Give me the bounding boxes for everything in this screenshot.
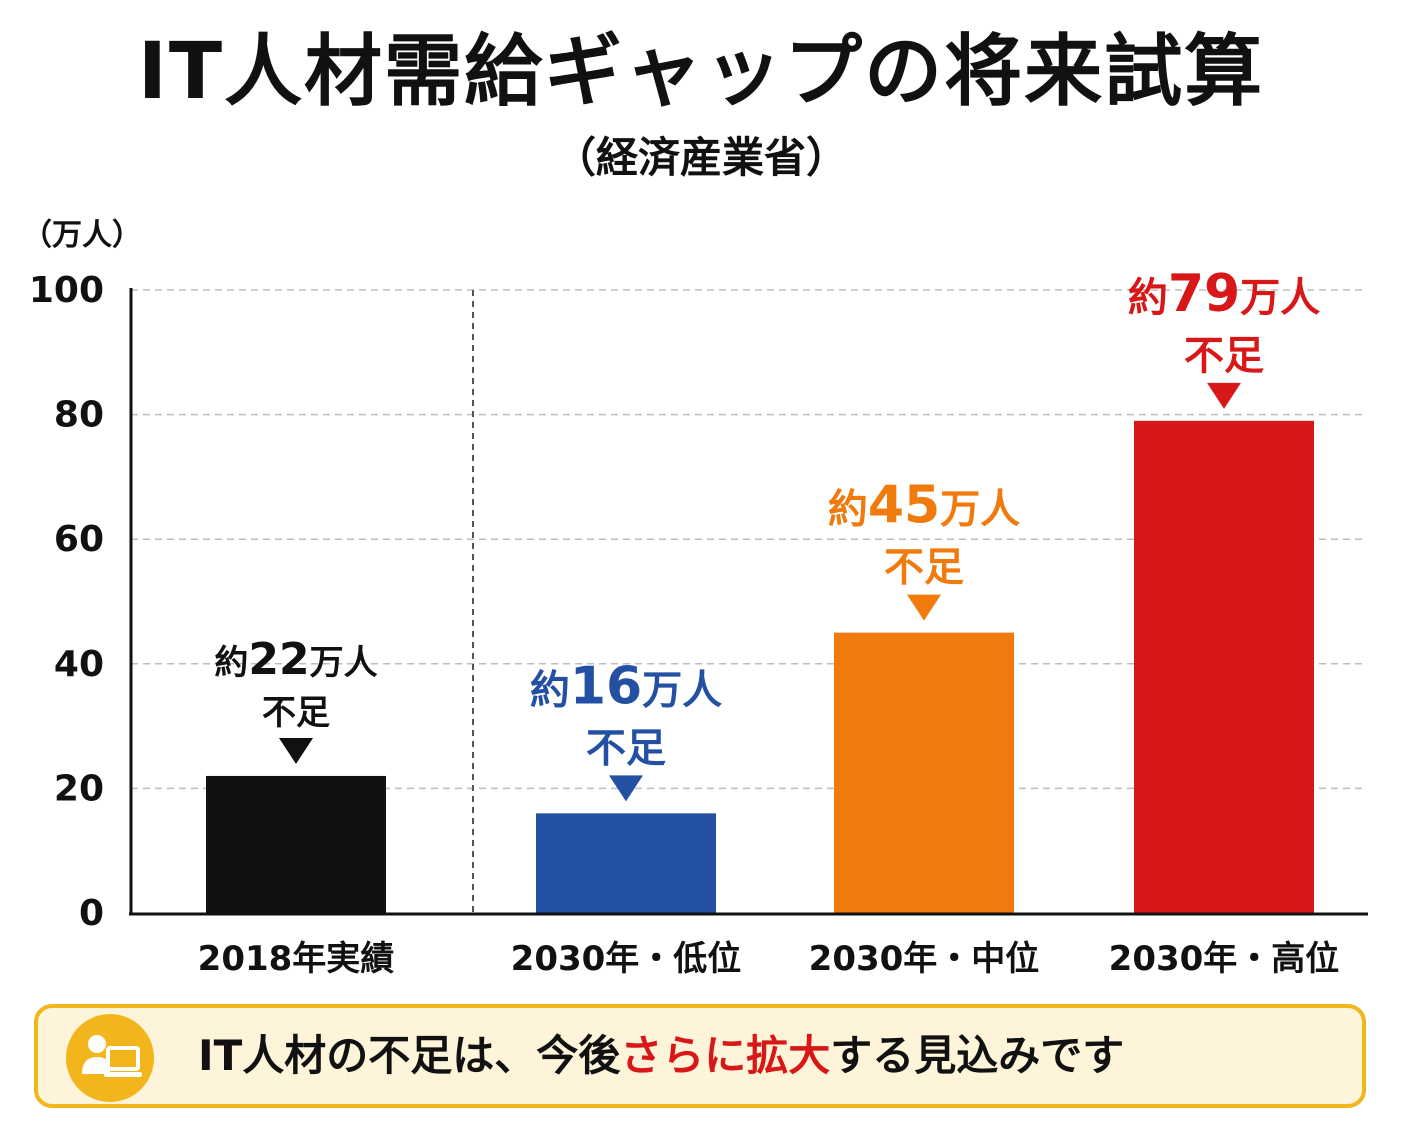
bar [834,632,1014,913]
annotation-suffix: 万人 [642,667,722,713]
annotation-value: 約22万人 [214,634,377,685]
annotation-value: 約16万人 [530,656,722,716]
summary-text-before: IT人材の不足は、今後 [198,1031,621,1080]
chart-title: IT人材需給ギャップの将来試算 [137,27,1265,117]
summary-text-after: する見込みです [830,1031,1125,1080]
y-tick-label: 60 [54,519,104,560]
annotation-shortage: 不足 [884,545,964,591]
annotation-prefix: 約 [214,643,248,683]
annotation-shortage: 不足 [262,693,330,733]
y-tick-label: 0 [79,893,104,934]
x-axis-labels: 2018年実績 2030年・低位 2030年・中位 2030年・高位 [198,939,1340,979]
annotation-arrow [609,775,643,802]
annotation-number: 79 [1168,264,1240,324]
annotation-arrow [1207,382,1241,409]
x-category-label: 2030年・中位 [809,939,1040,979]
bars [206,420,1314,913]
y-tick-label: 80 [54,395,104,436]
annotation-value: 約79万人 [1128,264,1320,324]
chart-subtitle: （経済産業省） [553,133,848,182]
summary-banner: IT人材の不足は、今後さらに拡大する見込みです [34,1004,1366,1108]
annotation-prefix: 約 [828,487,868,533]
y-axis-ticks: 0 20 40 60 80 100 [29,270,104,934]
annotation-suffix: 万人 [1240,275,1320,321]
x-category-label: 2030年・低位 [511,939,742,979]
annotation-number: 22 [248,634,309,685]
bar [536,813,716,913]
x-category-label: 2030年・高位 [1109,939,1340,979]
annotation-prefix: 約 [1128,275,1168,321]
bar [206,775,386,913]
annotation-value: 約45万人 [828,476,1020,536]
summary-text: IT人材の不足は、今後さらに拡大する見込みです [198,1008,1348,1104]
annotation-number: 16 [570,656,642,716]
x-category-label: 2018年実績 [198,939,395,979]
annotation-shortage: 不足 [1184,333,1264,379]
annotation-suffix: 万人 [940,487,1020,533]
annotation-arrow [279,737,313,764]
annotation-prefix: 約 [530,667,570,713]
bar [1134,420,1314,913]
summary-text-accent: さらに拡大 [620,1031,831,1080]
y-tick-label: 20 [54,768,104,809]
y-tick-label: 40 [54,644,104,685]
y-tick-label: 100 [29,270,104,311]
annotation-number: 45 [868,476,940,536]
person-computer-icon [66,1014,154,1102]
annotation-suffix: 万人 [310,643,378,683]
y-axis-unit-label: （万人） [22,218,142,253]
annotation-arrow [907,594,941,621]
annotation-shortage: 不足 [586,725,666,771]
